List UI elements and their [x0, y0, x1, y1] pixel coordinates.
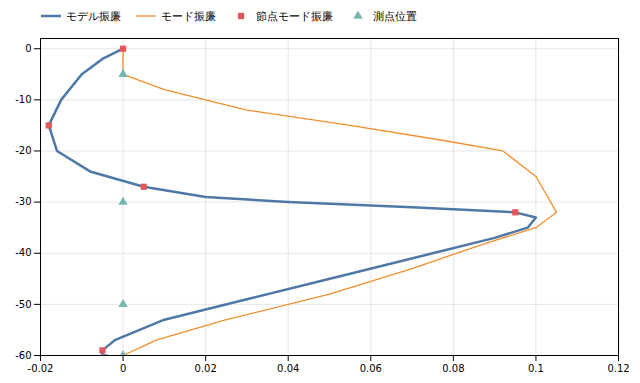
- html-text:モデル振廉: モデル振廉: [66, 9, 121, 23]
- svg-text:-40: -40: [15, 247, 31, 258]
- svg-text:-60: -60: [15, 350, 31, 361]
- svg-text:0: 0: [25, 43, 31, 54]
- html-text:節点モード振廉: 節点モード振廉: [256, 9, 333, 23]
- svg-text:-50: -50: [15, 299, 31, 310]
- svg-text:0.04: 0.04: [277, 363, 299, 374]
- svg-text:0.08: 0.08: [442, 363, 464, 374]
- svg-text:0: 0: [120, 363, 126, 374]
- svg-text:0.1: 0.1: [528, 363, 544, 374]
- svg-text:0.06: 0.06: [360, 363, 382, 374]
- html-text:モード振廉: モード振廉: [161, 9, 216, 23]
- html-text:測点位置: 測点位置: [373, 9, 417, 23]
- svg-text:0.12: 0.12: [607, 363, 629, 374]
- svg-text:-30: -30: [15, 196, 31, 207]
- svg-text:-0.02: -0.02: [28, 363, 54, 374]
- svg-text:-20: -20: [15, 145, 31, 156]
- svg-text:0.02: 0.02: [195, 363, 217, 374]
- svg-text:-10: -10: [15, 94, 31, 105]
